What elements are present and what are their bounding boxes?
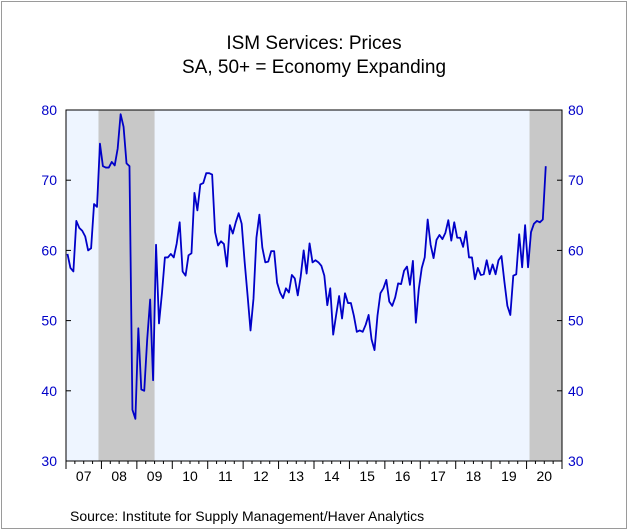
- series-line: [66, 113, 547, 420]
- x-tick-label: 20: [536, 468, 552, 484]
- x-tick-label: 09: [147, 468, 163, 484]
- x-tick-label: 11: [218, 468, 233, 484]
- x-tick-label: 08: [111, 468, 127, 484]
- x-axis: 07 08 09 10 11 12 13 14 15 16 17 18 19 20: [65, 461, 563, 484]
- y-tick-label: 30: [568, 453, 584, 469]
- x-tick-label: 16: [395, 468, 411, 484]
- x-tick-label: 07: [76, 468, 92, 484]
- y-tick-label: 50: [568, 313, 584, 329]
- recession-shading: [66, 110, 562, 461]
- chart-subtitle: SA, 50+ = Economy Expanding: [181, 57, 447, 78]
- y-axis-right: 30 40 50 60 70 80: [557, 102, 584, 469]
- x-tick-label: 10: [182, 468, 198, 484]
- y-tick-label: 50: [41, 313, 57, 329]
- y-tick-label: 80: [41, 102, 57, 118]
- y-tick-label: 80: [568, 102, 584, 118]
- x-tick-label: 18: [466, 468, 482, 484]
- x-tick-label: 17: [430, 468, 446, 484]
- recession-band: [529, 110, 562, 461]
- x-tick-label: 13: [288, 468, 304, 484]
- y-tick-label: 40: [568, 383, 584, 399]
- y-tick-label: 60: [41, 242, 57, 258]
- y-tick-label: 60: [568, 242, 584, 258]
- x-tick-label: 15: [359, 468, 375, 484]
- source-note: Source: Institute for Supply Management/…: [70, 508, 425, 524]
- y-axis-left: 30 40 50 60 70 80: [41, 102, 71, 469]
- x-tick-label: 14: [324, 468, 340, 484]
- y-tick-label: 70: [568, 172, 584, 188]
- recession-band: [98, 110, 155, 461]
- y-tick-label: 30: [41, 453, 57, 469]
- x-tick-label: 19: [501, 468, 517, 484]
- x-tick-label: 12: [253, 468, 269, 484]
- y-tick-label: 70: [41, 172, 57, 188]
- chart-title: ISM Services: Prices: [226, 33, 402, 54]
- y-tick-label: 40: [41, 383, 57, 399]
- series-lines: [66, 113, 547, 420]
